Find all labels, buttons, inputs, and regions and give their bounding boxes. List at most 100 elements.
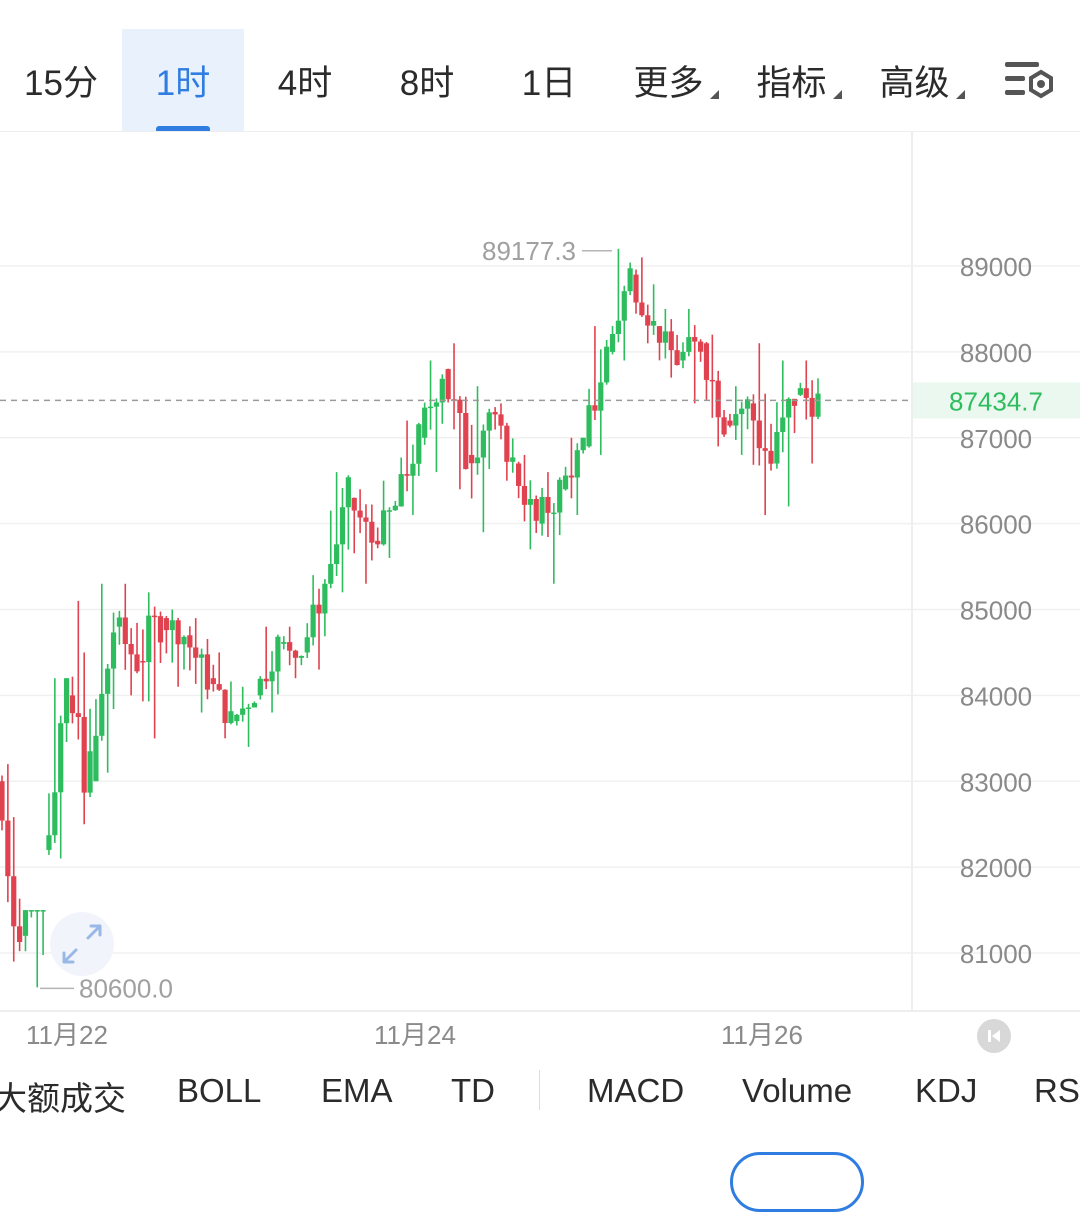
y-tick-label: 81000: [960, 939, 1032, 969]
indicator-rsi[interactable]: RSI: [1034, 1072, 1080, 1109]
tab-advanced[interactable]: 高级: [861, 29, 983, 131]
low-price-label: 80600.0: [79, 973, 173, 1003]
y-tick-label: 84000: [960, 681, 1032, 711]
candle-body: [639, 302, 645, 316]
tab-1h[interactable]: 1时: [122, 29, 244, 131]
candle-body: [521, 485, 528, 505]
tab-15min[interactable]: 15分: [24, 63, 98, 103]
indicator-boll[interactable]: BOLL: [177, 1072, 262, 1109]
candle-body: [439, 378, 445, 403]
candle-body: [574, 450, 580, 478]
candle-body: [733, 414, 739, 426]
candle-body: [404, 474, 410, 476]
candle-body: [146, 615, 152, 663]
high-price-label: 89177.3: [482, 236, 576, 266]
tab-indicators[interactable]: 指标: [738, 29, 860, 131]
candle-body: [169, 620, 175, 631]
candle-body: [281, 642, 287, 644]
indicator-td[interactable]: TD: [451, 1072, 495, 1109]
indicator-volume[interactable]: Volume: [742, 1072, 853, 1109]
candle-body: [357, 510, 363, 518]
candle-body: [739, 408, 745, 415]
candle-body: [75, 713, 81, 717]
candle-body: [539, 496, 545, 524]
candle-body: [269, 671, 275, 682]
candle-body: [457, 399, 463, 414]
x-tick-label: 11月26: [721, 1020, 803, 1050]
candle-body: [187, 635, 193, 648]
candle-body: [562, 475, 569, 490]
y-tick-label: 83000: [960, 767, 1032, 797]
candle-body: [263, 678, 269, 682]
candle-body: [175, 620, 181, 645]
candle-body: [545, 496, 551, 513]
candle-body: [557, 479, 563, 513]
candle-body: [480, 430, 486, 458]
candle-body: [116, 617, 123, 627]
candle-body: [633, 274, 639, 303]
candle-body: [163, 618, 169, 631]
candle-body: [433, 402, 440, 407]
candle-body: [568, 475, 575, 478]
tab-more[interactable]: 更多: [615, 29, 737, 131]
candle-body: [11, 876, 17, 927]
current-price-label: 87434.7: [949, 386, 1043, 416]
candle-body: [645, 315, 651, 326]
indicator-kdj[interactable]: KDJ: [915, 1072, 978, 1109]
candle-body: [680, 351, 686, 361]
candle-body: [310, 604, 316, 638]
chart-settings-icon[interactable]: [1003, 58, 1055, 104]
indicator-divider: [539, 1070, 540, 1110]
y-tick-label: 85000: [960, 596, 1032, 626]
candle-body: [427, 406, 434, 409]
scroll-to-latest-button[interactable]: [977, 1019, 1011, 1053]
candle-body: [304, 637, 310, 653]
candle-body: [510, 457, 516, 462]
candlestick-chart[interactable]: 89000 88000 87000 86000 85000 84000 83000 82000…: [0, 131, 1080, 1056]
indicator-macd[interactable]: MACD: [587, 1072, 685, 1109]
tab-4h[interactable]: 4时: [277, 63, 333, 103]
candle-body: [245, 707, 252, 709]
x-tick-label: 11月24: [374, 1020, 456, 1050]
y-tick-label: 89000: [960, 252, 1032, 282]
candle-body: [99, 693, 105, 736]
bottom-action-button[interactable]: [730, 1152, 864, 1212]
candle-body: [504, 425, 510, 462]
candle-body: [803, 388, 809, 398]
candle-body: [0, 781, 5, 821]
candle-body: [780, 417, 786, 433]
candle-body: [815, 393, 821, 417]
candle-body: [727, 420, 733, 426]
candle-body: [533, 499, 539, 521]
candle-body: [809, 397, 815, 417]
candle-body: [668, 331, 674, 351]
candle-body: [251, 703, 258, 708]
candle-body: [17, 926, 23, 942]
candle-body: [46, 835, 52, 850]
candle-body: [774, 432, 780, 464]
indicator-ema[interactable]: EMA: [321, 1072, 393, 1109]
candle-body: [398, 474, 404, 507]
indicator-large-trades[interactable]: 大额成交: [0, 1080, 126, 1117]
candle-body: [422, 407, 428, 438]
expand-chart-button[interactable]: [50, 912, 114, 976]
candle-body: [598, 382, 604, 411]
candle-body: [469, 454, 475, 464]
expand-arrows-icon: [62, 924, 102, 964]
candle-body: [328, 564, 334, 584]
candle-body: [369, 521, 375, 543]
candle-body: [715, 380, 721, 418]
candle-body: [193, 647, 199, 658]
candle-body: [204, 654, 211, 690]
candle-body: [750, 403, 757, 421]
tab-8h[interactable]: 8时: [399, 63, 455, 103]
candle-body: [5, 820, 11, 877]
candle-body: [216, 684, 222, 690]
candle-body: [498, 414, 504, 426]
candle-body: [527, 499, 533, 505]
candle-body: [34, 910, 40, 912]
candle-body: [651, 320, 657, 326]
tab-1d[interactable]: 1日: [521, 63, 577, 103]
candle-body: [22, 910, 29, 936]
candle-body: [222, 689, 228, 723]
